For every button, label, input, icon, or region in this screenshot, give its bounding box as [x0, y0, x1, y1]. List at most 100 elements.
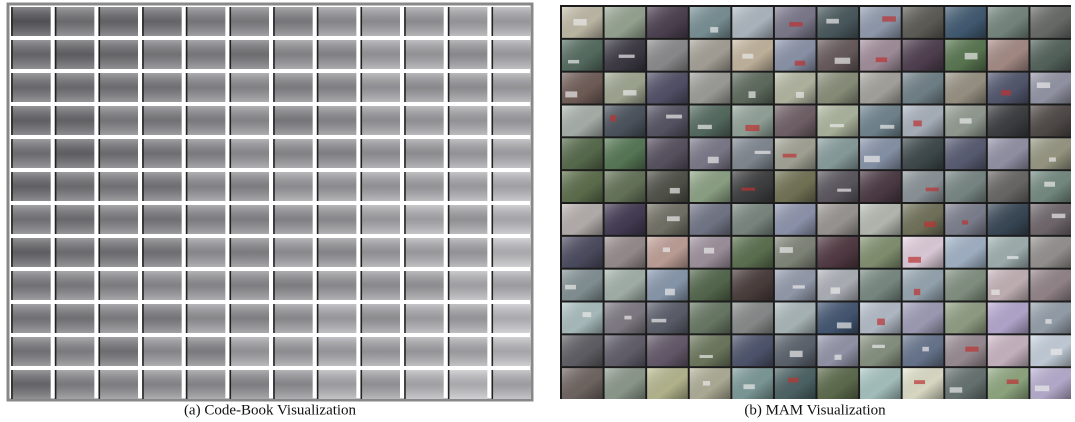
tile-detail: [704, 248, 714, 254]
tile-shade: [988, 335, 1029, 366]
tile-shade: [690, 335, 731, 366]
tile-shade: [732, 368, 773, 399]
tile-shade: [860, 138, 901, 169]
tile-shade: [55, 40, 95, 69]
tile-detail: [914, 380, 925, 384]
tile-detail: [780, 247, 793, 253]
tile-shade: [448, 73, 488, 102]
tile-shade: [775, 303, 816, 334]
tile-shade: [562, 40, 603, 71]
tile-shade: [988, 270, 1029, 301]
tile-shade: [647, 237, 688, 268]
tile-detail: [882, 16, 896, 21]
tile-shade: [404, 106, 444, 135]
tile-shade: [448, 106, 488, 135]
tile-shade: [360, 7, 400, 36]
tile-shade: [732, 106, 773, 137]
tile-shade: [818, 171, 859, 202]
tile-detail: [924, 222, 936, 228]
tile-detail: [619, 55, 635, 58]
tile-shade: [1030, 138, 1071, 169]
tile-shade: [605, 138, 646, 169]
tile-shade: [491, 337, 531, 366]
tile-detail: [652, 319, 667, 323]
tile-shade: [98, 40, 138, 69]
tile-detail: [880, 125, 894, 129]
tile-detail: [831, 287, 840, 293]
tile-shade: [273, 304, 313, 333]
tile-shade: [818, 40, 859, 71]
tile-shade: [732, 270, 773, 301]
tile-shade: [55, 7, 95, 36]
tile-detail: [698, 125, 712, 129]
tile-shade: [732, 171, 773, 202]
tile-shade: [818, 270, 859, 301]
tile-detail: [665, 289, 675, 296]
tile-shade: [1030, 237, 1071, 268]
tile-shade: [360, 337, 400, 366]
caption-b: (b) MAM Visualization: [744, 402, 886, 418]
tile-shade: [186, 73, 226, 102]
tile-shade: [647, 138, 688, 169]
tile-shade: [273, 73, 313, 102]
tile-shade: [818, 368, 859, 399]
tile-shade: [229, 238, 269, 267]
tile-shade: [360, 370, 400, 399]
tile-shade: [229, 304, 269, 333]
tile-detail: [960, 118, 972, 123]
tile-detail: [741, 188, 755, 191]
tile-shade: [229, 106, 269, 135]
tile-shade: [860, 7, 901, 38]
tile-shade: [360, 271, 400, 300]
tile-shade: [11, 7, 51, 36]
tile-shade: [273, 172, 313, 201]
tile-shade: [945, 237, 986, 268]
tile-shade: [690, 106, 731, 137]
tile-shade: [404, 238, 444, 267]
tile-shade: [317, 106, 357, 135]
tile-shade: [186, 40, 226, 69]
tile-shade: [491, 370, 531, 399]
tile-shade: [55, 337, 95, 366]
tile-shade: [775, 270, 816, 301]
tile-shade: [605, 368, 646, 399]
tile-shade: [360, 73, 400, 102]
tile-shade: [945, 73, 986, 104]
tile-detail: [796, 92, 804, 98]
tile-shade: [142, 370, 182, 399]
tile-shade: [903, 40, 944, 71]
tile-shade: [317, 40, 357, 69]
tile-detail: [789, 22, 803, 26]
tile-shade: [491, 238, 531, 267]
tile-shade: [55, 205, 95, 234]
tile-shade: [732, 7, 773, 38]
tile-shade: [317, 370, 357, 399]
tile-shade: [11, 337, 51, 366]
tile-shade: [317, 205, 357, 234]
tile-shade: [903, 138, 944, 169]
tile-shade: [98, 139, 138, 168]
tile-detail: [835, 58, 851, 64]
tile-shade: [11, 73, 51, 102]
tile-shade: [317, 304, 357, 333]
tile-detail: [1052, 214, 1066, 218]
tile-shade: [229, 205, 269, 234]
tile-shade: [273, 7, 313, 36]
tile-shade: [98, 73, 138, 102]
tile-shade: [732, 73, 773, 104]
tile-shade: [142, 139, 182, 168]
tile-shade: [860, 171, 901, 202]
tile-shade: [903, 270, 944, 301]
tile-shade: [55, 238, 95, 267]
tile-shade: [988, 237, 1029, 268]
tile-shade: [860, 106, 901, 137]
tile-shade: [860, 270, 901, 301]
tile-shade: [860, 335, 901, 366]
tile-shade: [732, 237, 773, 268]
tile-shade: [11, 40, 51, 69]
tile-shade: [142, 337, 182, 366]
tile-shade: [98, 205, 138, 234]
tile-shade: [690, 73, 731, 104]
tile-shade: [142, 172, 182, 201]
tile-shade: [945, 7, 986, 38]
